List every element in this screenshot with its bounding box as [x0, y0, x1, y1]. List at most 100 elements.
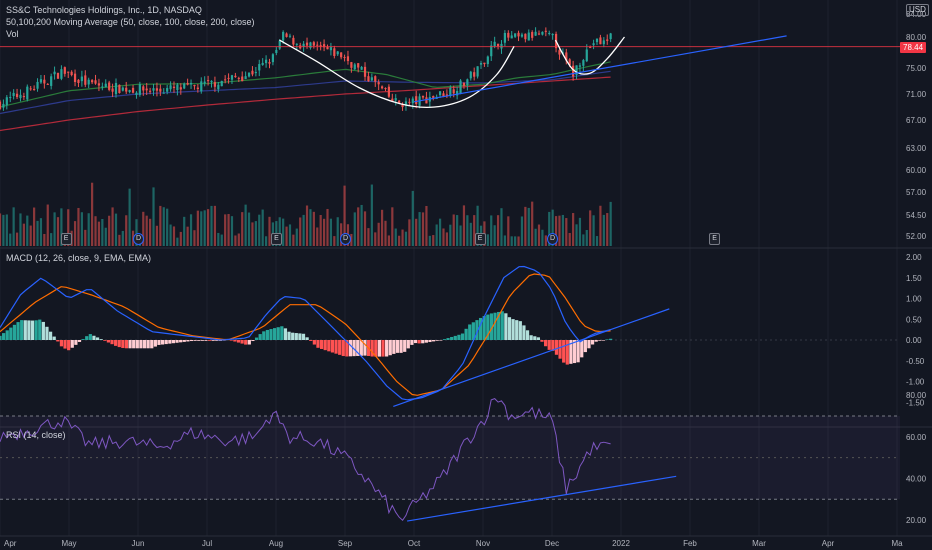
price-tick-label: 84.00	[906, 10, 927, 19]
macd-histogram-bar	[23, 320, 27, 340]
volume-bar	[128, 188, 131, 246]
candle-body	[367, 76, 370, 82]
macd-histogram-bar	[59, 340, 64, 347]
macd-histogram-bar	[34, 320, 38, 340]
dividend-marker[interactable]: D	[547, 233, 558, 245]
volume-bar	[101, 218, 104, 246]
macd-histogram-bar	[139, 340, 143, 349]
dividend-marker[interactable]: D	[133, 233, 144, 245]
macd-panel[interactable]	[0, 265, 900, 407]
candle-body	[548, 32, 551, 34]
candle-body	[398, 100, 401, 103]
volume-bar	[84, 229, 87, 246]
macd-indicator-label[interactable]: MACD (12, 26, close, 9, EMA, EMA)	[6, 253, 152, 263]
volume-bar	[490, 215, 493, 246]
time-tick-label: Oct	[408, 539, 421, 548]
macd-histogram-bar	[598, 340, 602, 341]
candle-body	[578, 65, 582, 67]
macd-histogram-bar	[41, 321, 45, 340]
volume-bar	[19, 213, 22, 246]
macd-histogram-bar	[9, 327, 13, 340]
currency-badge[interactable]: USD	[906, 4, 929, 16]
candle-body	[432, 96, 435, 98]
rsi-indicator-label[interactable]: RSI (14, close)	[6, 430, 66, 440]
rsi-panel[interactable]	[0, 398, 900, 522]
earnings-marker[interactable]: E	[709, 233, 721, 245]
macd-histogram-bar	[164, 340, 168, 345]
candle-body	[166, 88, 169, 92]
volume-bar	[155, 225, 159, 246]
time-tick-label: Feb	[683, 539, 697, 548]
volume-bar	[46, 204, 49, 246]
candle-body	[84, 75, 87, 85]
candle-body	[534, 31, 537, 36]
macd-histogram-bar	[186, 340, 190, 342]
macd-histogram-bar	[114, 340, 118, 346]
macd-histogram-bar	[374, 340, 378, 357]
candle-body	[602, 40, 605, 45]
rsi-tick-label: 60.00	[906, 433, 927, 442]
macd-histogram-bar	[334, 340, 338, 354]
candle-body	[33, 88, 36, 90]
candle-body	[411, 98, 414, 104]
macd-histogram-bar	[428, 340, 432, 343]
candle-body	[292, 37, 295, 45]
cup-pattern	[279, 39, 515, 109]
macd-histogram-bar	[142, 340, 147, 349]
macd-histogram-bar	[233, 340, 237, 342]
macd-histogram-bar	[124, 340, 129, 349]
volume-bar	[527, 207, 530, 246]
ma-indicator-label[interactable]: 50,100,200 Moving Average (50, close, 10…	[6, 17, 255, 27]
price-tick-label: 67.00	[906, 116, 927, 125]
candle-body	[26, 86, 29, 100]
volume-bar	[125, 215, 128, 246]
macd-histogram-bar	[323, 340, 327, 351]
candle-body	[258, 64, 261, 71]
macd-histogram-bar	[363, 340, 367, 356]
earnings-marker[interactable]: E	[60, 233, 72, 245]
macd-histogram-bar	[533, 336, 537, 340]
volume-bar	[114, 213, 118, 246]
macd-histogram-bar	[522, 325, 526, 340]
macd-histogram-bar	[576, 340, 580, 363]
macd-histogram-bar	[544, 340, 548, 347]
price-panel[interactable]	[0, 27, 900, 246]
volume-bar	[500, 208, 503, 246]
macd-tick-label: -1.50	[906, 398, 925, 407]
macd-histogram-bar	[0, 335, 2, 340]
earnings-marker[interactable]: E	[271, 233, 282, 245]
dividend-marker[interactable]: D	[340, 233, 351, 245]
volume-bar	[234, 235, 237, 246]
candle-body	[189, 82, 193, 85]
rsi-tick-label: 20.00	[906, 516, 927, 525]
volume-bar	[9, 233, 12, 246]
volume-indicator-label[interactable]: Vol	[6, 29, 19, 39]
candle-body	[56, 72, 60, 79]
volume-bar	[261, 209, 264, 246]
candle-body	[404, 101, 408, 106]
macd-tick-label: 2.00	[906, 253, 922, 262]
candle-body	[517, 32, 520, 37]
candle-body	[346, 56, 350, 62]
macd-histogram-bar	[327, 340, 331, 352]
price-trendline	[413, 35, 787, 103]
macd-histogram-bar	[294, 333, 298, 340]
candle-body	[445, 94, 449, 96]
candle-body	[87, 79, 90, 85]
candle-body	[159, 88, 162, 92]
macd-histogram-bar	[262, 331, 266, 340]
volume-bar	[411, 190, 414, 246]
volume-bar	[469, 222, 472, 246]
volume-bar	[264, 236, 268, 246]
macd-histogram-bar	[403, 340, 407, 352]
candle-body	[585, 49, 588, 62]
candle-body	[278, 40, 281, 49]
volume-bar	[278, 217, 281, 246]
candle-body	[391, 98, 394, 102]
volume-bar	[39, 218, 43, 246]
volume-bar	[415, 218, 418, 246]
volume-bar	[210, 205, 213, 246]
earnings-marker[interactable]: E	[474, 233, 486, 245]
volume-bar	[380, 209, 384, 246]
volume-bar	[196, 210, 199, 246]
